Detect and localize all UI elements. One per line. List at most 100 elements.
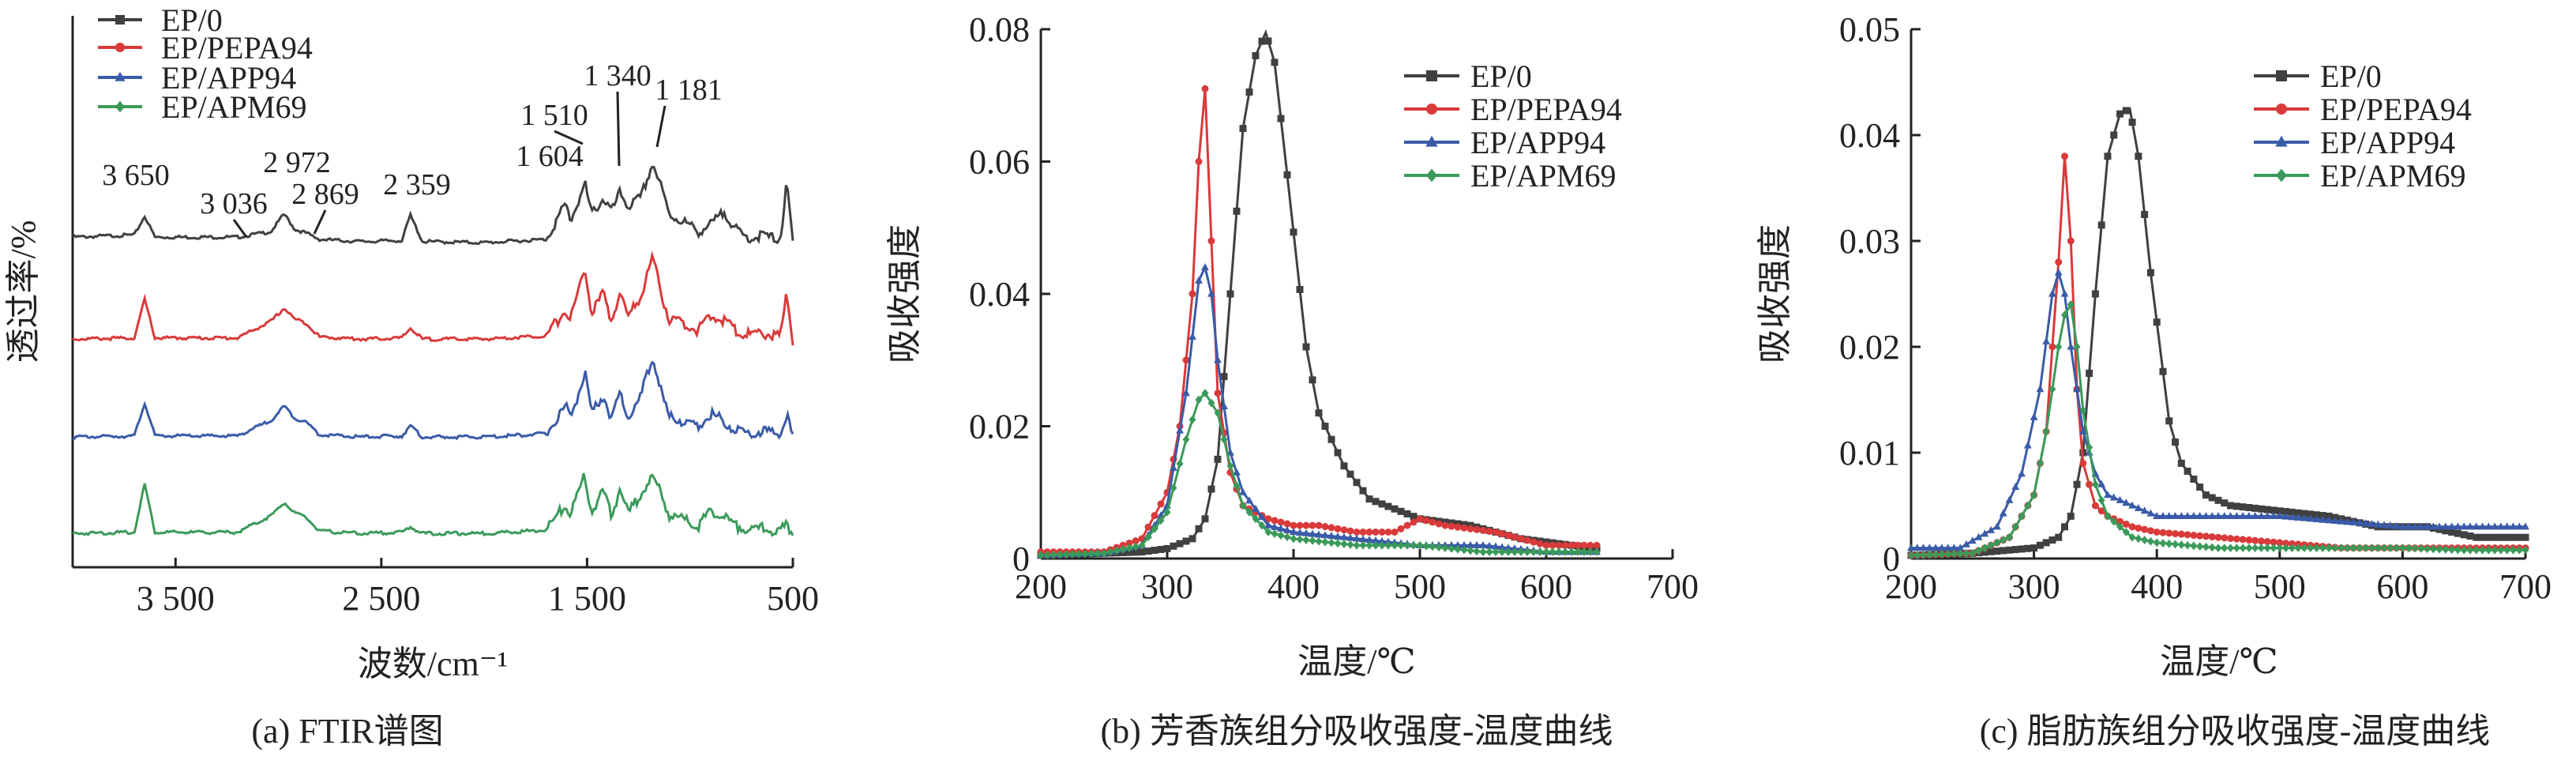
panel-b-point-ep-app94 xyxy=(1277,524,1285,532)
panel-b-x-tick-label: 600 xyxy=(1520,567,1572,606)
panel-c-point-ep-app94 xyxy=(2361,519,2370,527)
panel-c-point-ep-app94 xyxy=(2116,495,2124,503)
panel-c-point-ep-0 xyxy=(2503,533,2511,541)
panel-b-point-ep-pepa94 xyxy=(1530,538,1538,546)
panel-c-point-ep-pepa94 xyxy=(2227,535,2235,543)
panel-b-point-ep-pepa94 xyxy=(1397,525,1405,532)
panel-c-point-ep-apm69 xyxy=(2393,544,2401,552)
panel-c-point-ep-app94 xyxy=(2128,501,2137,509)
panel-c-point-ep-app94 xyxy=(2036,385,2045,393)
panel-b-point-ep-apm69 xyxy=(1144,532,1152,542)
panel-c-point-ep-app94 xyxy=(1943,544,1952,551)
panel-c-point-ep-apm69 xyxy=(2159,539,2167,547)
panel-c-point-ep-apm69 xyxy=(1975,546,1983,555)
panel-b-point-ep-app94 xyxy=(1485,541,1493,549)
panel-b-point-ep-pepa94 xyxy=(1454,523,1462,531)
panel-b-point-ep-app94 xyxy=(1473,540,1481,548)
panel-b-point-ep-pepa94 xyxy=(1359,529,1367,536)
panel-b-point-ep-0 xyxy=(1372,498,1380,506)
panel-b-point-ep-app94 xyxy=(1504,544,1512,551)
panel-b-point-ep-pepa94 xyxy=(1365,529,1373,536)
panel-c-point-ep-apm69 xyxy=(1932,550,1940,559)
panel-b-point-ep-pepa94 xyxy=(1416,515,1424,523)
panel-c-point-ep-pepa94 xyxy=(2190,532,2198,540)
panel-b-point-ep-0 xyxy=(1188,535,1196,543)
panel-c-point-ep-0 xyxy=(2239,503,2247,511)
panel-c-point-ep-app94 xyxy=(2023,441,2032,449)
panel-b-point-ep-apm69 xyxy=(1473,547,1481,556)
panel-c-point-ep-0 xyxy=(2067,512,2075,520)
panel-c-point-ep-app94 xyxy=(2078,427,2087,435)
panel-c-point-ep-apm69 xyxy=(2522,545,2529,555)
panel-b-caption: (b) 芳香族组分吸收强度-温度曲线 xyxy=(1101,712,1613,751)
panel-c-point-ep-pepa94 xyxy=(2122,520,2130,528)
panel-b-legend-label: EP/APP94 xyxy=(1470,125,1605,160)
panel-c-point-ep-pepa94 xyxy=(2091,502,2099,510)
panel-a-series-ep-pepa94 xyxy=(72,250,794,346)
panel-c-point-ep-0 xyxy=(2110,131,2118,139)
panel-c-point-ep-0 xyxy=(2048,536,2056,544)
panel-b-point-ep-apm69 xyxy=(1397,540,1405,550)
panel-c-point-ep-app94 xyxy=(2496,522,2505,530)
panel-c-point-ep-0 xyxy=(1987,547,1995,555)
panel-c-point-ep-apm69 xyxy=(2239,544,2247,552)
panel-c-point-ep-app94 xyxy=(2281,512,2290,520)
panel-c-point-ep-0 xyxy=(2097,221,2105,229)
panel-c-point-ep-apm69 xyxy=(2086,442,2093,452)
panel-b-point-ep-apm69 xyxy=(1290,534,1297,544)
panel-b-point-ep-app94 xyxy=(1492,542,1500,550)
panel-c-point-ep-apm69 xyxy=(2005,532,2013,542)
panel-c-point-ep-apm69 xyxy=(2024,501,2032,510)
panel-c-point-ep-0 xyxy=(2104,152,2112,160)
panel-c-point-ep-apm69 xyxy=(2466,545,2474,555)
panel-c-point-ep-app94 xyxy=(2122,499,2131,506)
panel-c-point-ep-app94 xyxy=(1999,509,2007,517)
panel-b-point-ep-0 xyxy=(1125,548,1133,556)
panel-c-point-ep-pepa94 xyxy=(2282,540,2290,547)
panel-c-point-ep-app94 xyxy=(2140,506,2149,514)
panel-b-point-ep-pepa94 xyxy=(1479,526,1487,534)
panel-c-legend-label: EP/APM69 xyxy=(2320,158,2466,194)
panel-c-point-ep-app94 xyxy=(2214,512,2222,519)
panel-c-point-ep-0 xyxy=(2454,529,2461,537)
panel-c-point-ep-app94 xyxy=(1981,529,1989,537)
panel-b-point-ep-apm69 xyxy=(1138,540,1146,550)
panel-c-point-ep-app94 xyxy=(2294,514,2303,521)
panel-c-point-ep-app94 xyxy=(1962,540,1970,547)
panel-b-point-ep-0 xyxy=(1226,290,1234,298)
panel-b-point-ep-apm69 xyxy=(1239,501,1247,510)
panel-b-point-ep-pepa94 xyxy=(1523,536,1531,544)
panel-c-y-tick-label: 0.03 xyxy=(1839,222,1900,261)
panel-b-point-ep-apm69 xyxy=(1580,547,1588,557)
panel-b-point-ep-pepa94 xyxy=(1296,521,1304,529)
panel-b-point-ep-pepa94 xyxy=(1587,541,1594,549)
panel-b-point-ep-pepa94 xyxy=(1542,541,1550,549)
panel-b-point-ep-app94 xyxy=(1315,530,1323,538)
panel-c-point-ep-app94 xyxy=(1937,544,1946,551)
panel-c-point-ep-apm69 xyxy=(2307,544,2315,552)
panel-c-point-ep-apm69 xyxy=(2018,512,2026,521)
panel-c-point-ep-apm69 xyxy=(2221,544,2229,552)
panel-c-point-ep-apm69 xyxy=(2104,512,2112,521)
panel-c-point-ep-0 xyxy=(2055,533,2063,541)
panel-b-point-ep-apm69 xyxy=(1056,550,1064,559)
panel-c-legend-label: EP/APP94 xyxy=(2320,125,2455,160)
panel-c-point-ep-apm69 xyxy=(2122,528,2130,536)
panel-b-point-ep-apm69 xyxy=(1163,507,1171,517)
panel-b-point-ep-pepa94 xyxy=(1283,520,1291,528)
panel-c-point-ep-apm69 xyxy=(2331,544,2339,552)
panel-b-point-ep-pepa94 xyxy=(1201,85,1209,92)
panel-b-point-ep-app94 xyxy=(1378,536,1386,544)
panel-a-series-ep-0 xyxy=(71,165,794,246)
panel-b-point-ep-0 xyxy=(1271,58,1279,66)
panel-a-annotation-leader xyxy=(232,219,248,238)
panel-a-x-label: 波数/cm⁻¹ xyxy=(358,645,508,683)
panel-c-point-ep-apm69 xyxy=(2288,544,2296,552)
panel-c-point-ep-app94 xyxy=(2386,521,2394,529)
panel-c-point-ep-apm69 xyxy=(2000,536,2007,544)
panel-c-point-ep-pepa94 xyxy=(2214,533,2222,541)
panel-c-point-ep-apm69 xyxy=(2048,385,2056,393)
panel-b-point-ep-pepa94 xyxy=(1346,527,1354,535)
panel-c-point-ep-apm69 xyxy=(1981,544,1988,552)
